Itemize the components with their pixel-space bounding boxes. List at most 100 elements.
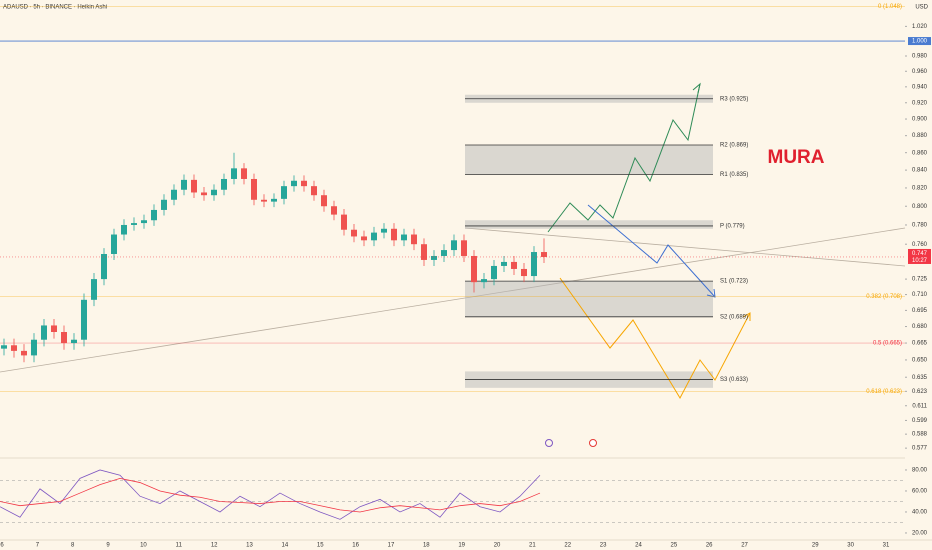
x-tick-label: 25	[670, 543, 677, 549]
x-tick-label: 30	[847, 543, 854, 549]
x-tick-label: 21	[529, 543, 536, 549]
x-tick-label: 7	[36, 543, 40, 549]
zone	[465, 220, 713, 229]
countdown: 10:27	[912, 258, 928, 264]
pivot-label: R2 (0.869)	[720, 143, 748, 149]
x-tick-label: 23	[600, 543, 607, 549]
y-tick-label: 0.665	[912, 341, 928, 347]
x-tick-label: 19	[458, 543, 465, 549]
last-price: 0.747	[912, 251, 928, 257]
x-tick-label: 10	[140, 543, 147, 549]
candle-body	[291, 180, 297, 187]
x-tick-label: 26	[706, 543, 713, 549]
pivot-label: R1 (0.835)	[720, 172, 748, 178]
watermark: MURA	[768, 147, 825, 168]
fib-label: 0.618 (0.623)	[866, 389, 902, 395]
x-tick-label: 14	[282, 543, 289, 549]
pivot-label: P (0.779)	[720, 223, 745, 229]
candle-body	[511, 261, 517, 269]
x-tick-label: 8	[71, 543, 75, 549]
event-icon[interactable]	[545, 439, 553, 447]
candle-body	[231, 168, 237, 179]
fib-label: 0.5 (0.665)	[873, 341, 902, 347]
y-tick-label: 0.695	[912, 308, 928, 314]
arrow-head	[742, 312, 751, 321]
y-tick-label: 0.650	[912, 358, 928, 364]
hline-label: 1.000	[912, 39, 928, 45]
y-tick-label: 0.725	[912, 277, 928, 283]
y-tick-label: 0.623	[912, 389, 928, 395]
candle-body	[521, 268, 527, 277]
candle-body	[181, 179, 187, 190]
candle-body	[491, 265, 497, 280]
candle-body	[341, 214, 347, 230]
zone	[465, 144, 713, 175]
y-tick-label: 0.880	[912, 133, 928, 139]
candle-body	[381, 228, 387, 233]
candle-body	[131, 223, 137, 225]
candle-body	[431, 255, 437, 260]
candle-body	[11, 345, 17, 351]
candle-body	[421, 244, 427, 260]
y-tick-label: 0.840	[912, 168, 928, 174]
candle-body	[81, 299, 87, 340]
candle-body	[151, 209, 157, 221]
currency: USD	[915, 5, 928, 11]
y-tick-label: 0.635	[912, 375, 928, 381]
candle-body	[271, 198, 277, 202]
y-tick-label: 1.020	[912, 24, 928, 30]
x-tick-label: 13	[246, 543, 253, 549]
x-tick-label: 15	[317, 543, 324, 549]
pivot-label: S1 (0.723)	[720, 279, 748, 285]
bull-projection	[547, 83, 701, 233]
symbol-title: ADAUSD · 5h · BINANCE · Heikin Ashi	[3, 5, 107, 11]
candle-body	[51, 325, 57, 333]
candle-body	[481, 279, 487, 283]
y-tick-label: 0.960	[912, 69, 928, 75]
candle-body	[191, 179, 197, 193]
y-tick-label: 0.920	[912, 100, 928, 106]
x-tick-label: 17	[388, 543, 395, 549]
y-tick-label: 0.588	[912, 432, 928, 438]
x-tick-label: 9	[106, 543, 110, 549]
arrow-head	[692, 82, 701, 94]
candle-body	[91, 279, 97, 300]
candle-body	[251, 178, 257, 200]
candle-body	[171, 189, 177, 200]
candle-body	[241, 168, 247, 179]
zone	[465, 281, 713, 317]
candle-body	[1, 345, 7, 349]
candle-body	[21, 350, 27, 356]
candle-body	[361, 236, 367, 241]
candle-body	[101, 254, 107, 280]
candle-body	[211, 189, 217, 196]
candle-body	[461, 240, 467, 256]
x-tick-label: 20	[494, 543, 501, 549]
candle-body	[391, 228, 397, 241]
rsi-line	[0, 477, 541, 513]
x-tick-label: 16	[352, 543, 359, 549]
candle-body	[161, 199, 167, 210]
price-axis-bg	[905, 0, 932, 550]
candle-body	[41, 325, 47, 340]
candle-body	[121, 224, 127, 235]
y-tick-label: 0.980	[912, 54, 928, 60]
x-tick-label: 31	[883, 543, 890, 549]
pivot-label: R3 (0.925)	[720, 96, 748, 102]
candle-body	[441, 250, 447, 256]
candle-body	[261, 199, 267, 202]
rsi-tick-label: 20.00	[912, 531, 928, 537]
candle-body	[311, 186, 317, 196]
bear-projection	[559, 277, 751, 400]
event-icon[interactable]	[589, 439, 597, 447]
last-price-bg	[908, 248, 931, 264]
rsi-line	[0, 469, 541, 520]
y-tick-label: 0.800	[912, 204, 928, 210]
candle-body	[541, 252, 547, 257]
candle-body	[141, 220, 147, 224]
trend-line	[464, 227, 906, 267]
y-tick-label: 0.940	[912, 84, 928, 90]
y-tick-label: 0.900	[912, 117, 928, 123]
candle-body	[281, 186, 287, 199]
